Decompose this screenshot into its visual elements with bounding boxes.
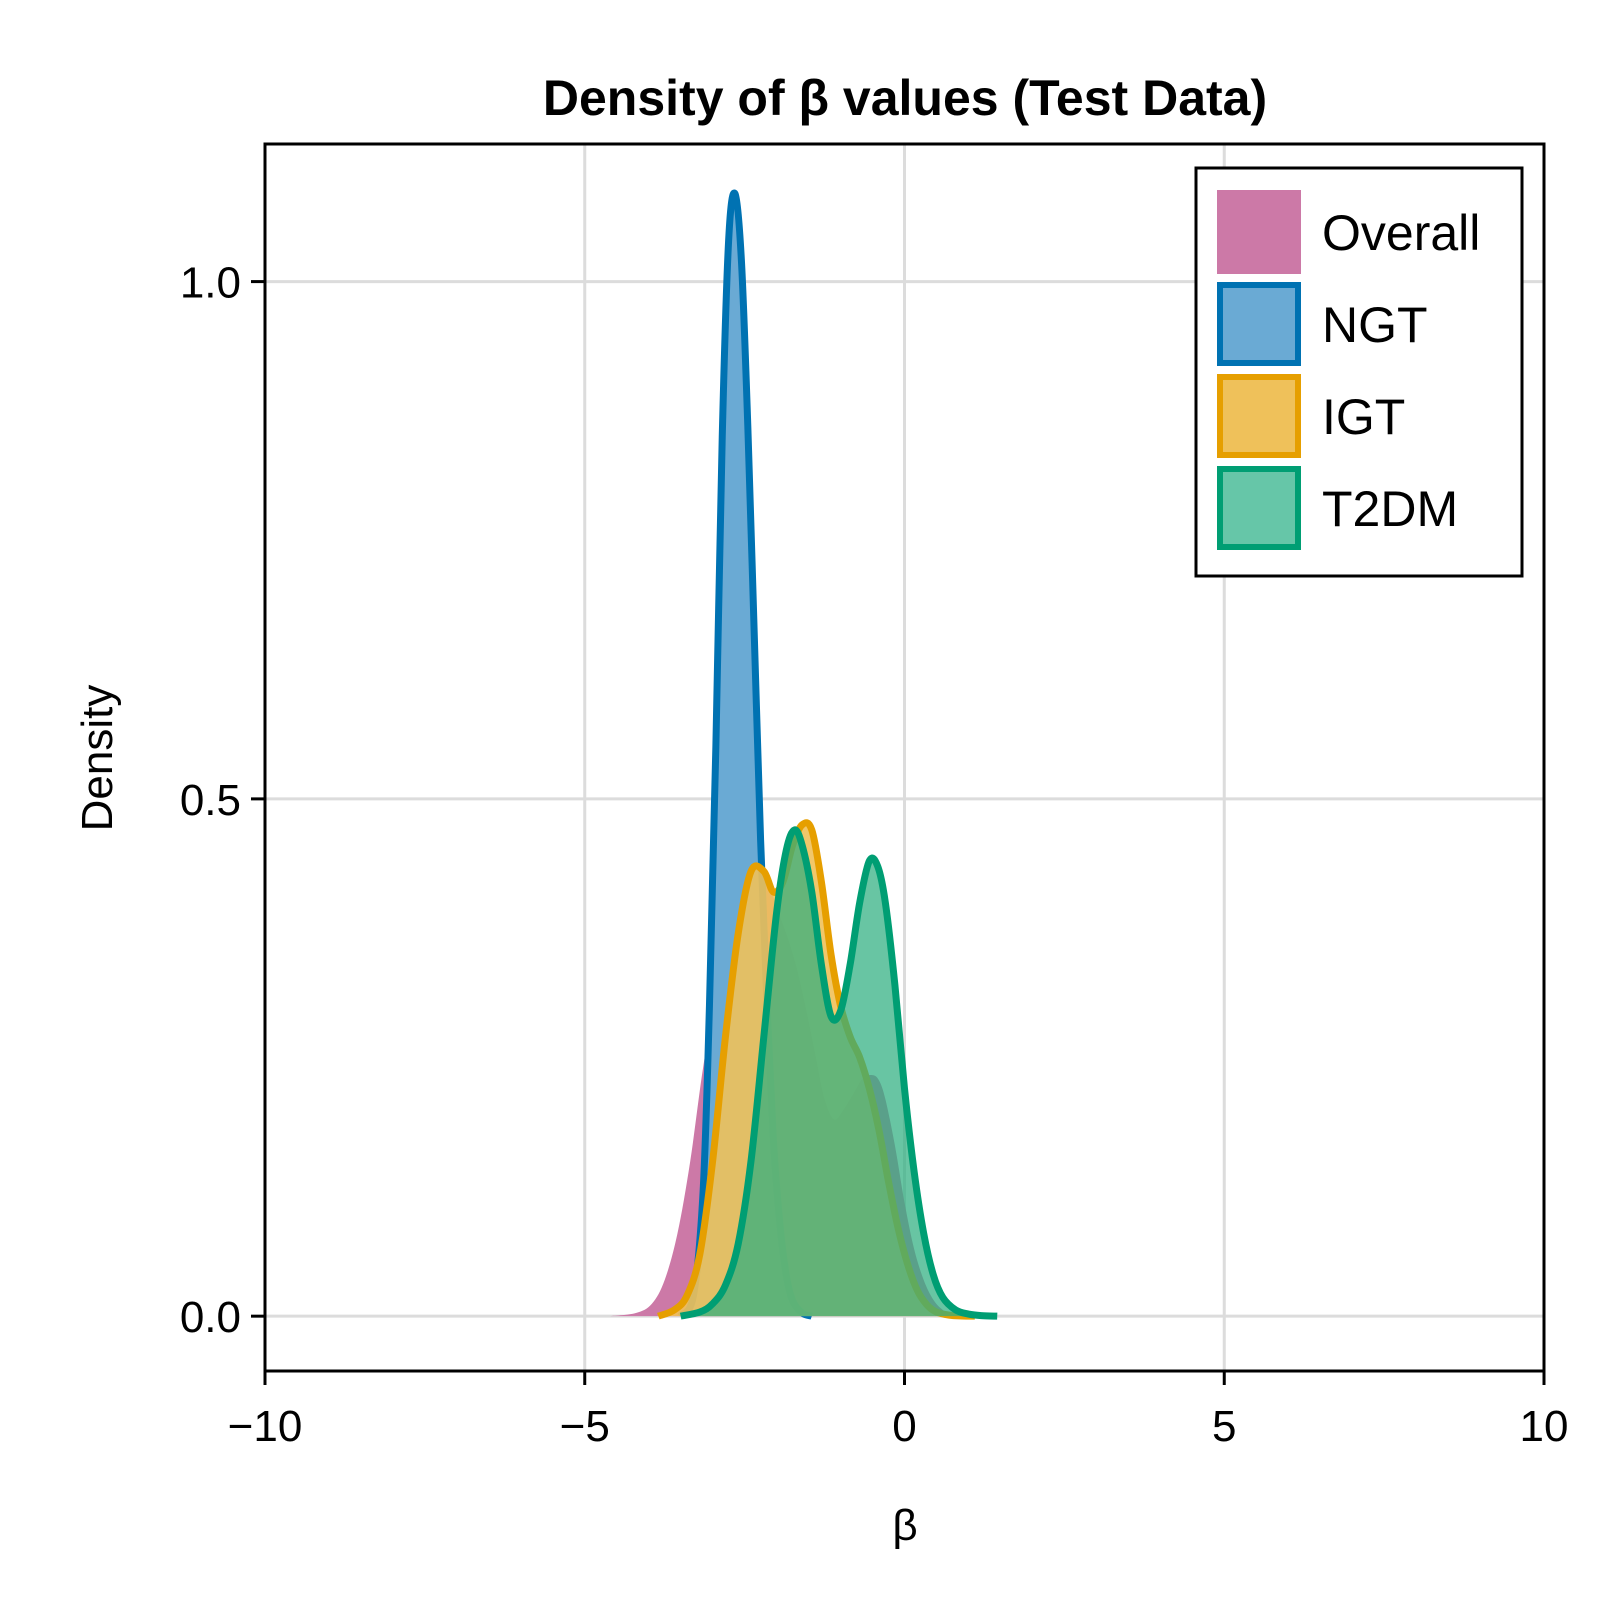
y-axis-ticks: 0.0 0.5 1.0 xyxy=(180,259,265,1342)
x-axis-label: β xyxy=(892,1501,917,1550)
legend-label-ngt: NGT xyxy=(1322,297,1428,353)
density-area-ngt xyxy=(680,193,812,1317)
x-tick-label: 0 xyxy=(892,1402,916,1451)
legend: Overall NGT IGT T2DM xyxy=(1194,166,1524,578)
legend-swatch-ngt xyxy=(1217,282,1301,366)
legend-item-ngt: NGT xyxy=(1217,282,1428,366)
y-tick-label: 1.0 xyxy=(180,259,241,308)
series-t2dm xyxy=(679,826,998,1320)
chart-title: Density of β values (Test Data) xyxy=(543,70,1267,126)
y-tick-label: 0.5 xyxy=(180,776,241,825)
legend-label-overall: Overall xyxy=(1322,205,1480,261)
y-axis-label: Density xyxy=(73,685,122,832)
x-tick-label: 10 xyxy=(1520,1402,1569,1451)
y-tick-label: 0.0 xyxy=(180,1293,241,1342)
legend-swatch-t2dm xyxy=(1217,466,1301,550)
x-tick-label: 5 xyxy=(1212,1402,1236,1451)
x-axis-ticks: −10 −5 0 5 10 xyxy=(228,1371,1569,1451)
density-series xyxy=(610,189,998,1320)
x-tick-label: −10 xyxy=(228,1402,303,1451)
density-line-t2dm xyxy=(679,826,998,1320)
legend-swatch-overall xyxy=(1217,190,1301,274)
legend-label-igt: IGT xyxy=(1322,389,1405,445)
legend-swatch-igt xyxy=(1217,374,1301,458)
x-tick-label: −5 xyxy=(560,1402,610,1451)
legend-item-igt: IGT xyxy=(1217,374,1405,458)
legend-label-t2dm: T2DM xyxy=(1322,481,1458,537)
legend-item-overall: Overall xyxy=(1217,190,1480,274)
legend-item-t2dm: T2DM xyxy=(1217,466,1458,550)
density-area-t2dm xyxy=(680,829,998,1317)
